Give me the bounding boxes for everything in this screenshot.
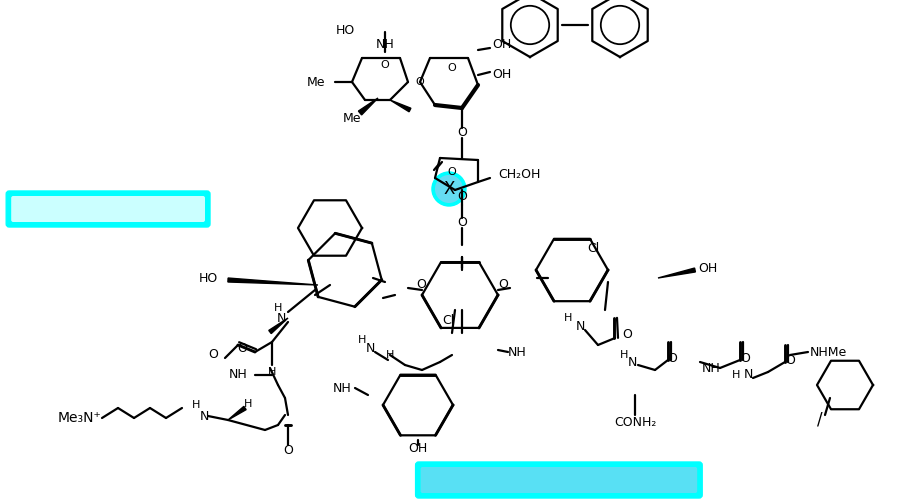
Text: O: O xyxy=(457,126,467,140)
Polygon shape xyxy=(228,278,318,285)
Text: O: O xyxy=(414,77,424,87)
Text: Cl: Cl xyxy=(586,242,598,254)
Text: O: O xyxy=(457,216,467,228)
Text: H: H xyxy=(244,399,252,409)
Text: NH: NH xyxy=(507,346,527,358)
Text: O: O xyxy=(457,190,467,202)
Text: N: N xyxy=(574,320,584,332)
Text: H: H xyxy=(357,335,366,345)
FancyBboxPatch shape xyxy=(420,467,697,493)
Text: O: O xyxy=(739,352,749,364)
Polygon shape xyxy=(268,318,288,334)
Text: HO: HO xyxy=(199,272,218,284)
Text: O: O xyxy=(497,278,507,291)
Text: O: O xyxy=(237,342,246,354)
Polygon shape xyxy=(228,406,246,420)
Polygon shape xyxy=(657,268,695,278)
Text: N: N xyxy=(365,342,374,354)
Text: Me: Me xyxy=(306,76,324,88)
Text: NH: NH xyxy=(701,362,720,374)
Text: O: O xyxy=(208,348,218,362)
Text: N: N xyxy=(743,368,752,382)
Polygon shape xyxy=(358,98,378,115)
Polygon shape xyxy=(390,100,411,112)
Text: O: O xyxy=(448,63,456,73)
Text: X: X xyxy=(443,180,454,198)
Text: CH₂OH: CH₂OH xyxy=(497,168,539,181)
Text: O: O xyxy=(380,60,389,70)
Text: /: / xyxy=(816,411,822,429)
Text: H: H xyxy=(267,367,276,377)
Text: Me₃N⁺: Me₃N⁺ xyxy=(58,411,102,425)
Text: H: H xyxy=(619,350,628,360)
Text: O: O xyxy=(283,444,292,456)
Text: OH: OH xyxy=(408,442,427,454)
Text: N: N xyxy=(277,312,286,324)
Circle shape xyxy=(435,175,462,203)
Text: NH: NH xyxy=(375,38,394,52)
Text: NH: NH xyxy=(229,368,248,382)
FancyBboxPatch shape xyxy=(415,462,701,498)
Text: O: O xyxy=(448,167,456,177)
Text: N: N xyxy=(199,410,210,422)
Text: O: O xyxy=(666,352,676,364)
Text: H: H xyxy=(731,370,739,380)
Text: H: H xyxy=(385,350,393,360)
Text: Cl: Cl xyxy=(441,314,454,326)
Text: O: O xyxy=(621,328,631,342)
Circle shape xyxy=(432,172,465,206)
Text: OH: OH xyxy=(492,38,511,52)
Text: HO: HO xyxy=(335,24,355,36)
Text: H: H xyxy=(191,400,200,410)
Text: NH: NH xyxy=(333,382,351,394)
Text: NHMe: NHMe xyxy=(809,346,846,358)
Text: OH: OH xyxy=(698,262,717,274)
FancyBboxPatch shape xyxy=(11,196,205,222)
Text: O: O xyxy=(784,354,794,366)
Text: H: H xyxy=(273,303,282,313)
FancyBboxPatch shape xyxy=(6,191,210,227)
Text: CONH₂: CONH₂ xyxy=(613,416,655,428)
Text: OH: OH xyxy=(492,68,511,82)
Text: Me: Me xyxy=(343,112,361,124)
Text: O: O xyxy=(415,278,425,291)
Text: N: N xyxy=(627,356,636,368)
Text: H: H xyxy=(563,313,572,323)
